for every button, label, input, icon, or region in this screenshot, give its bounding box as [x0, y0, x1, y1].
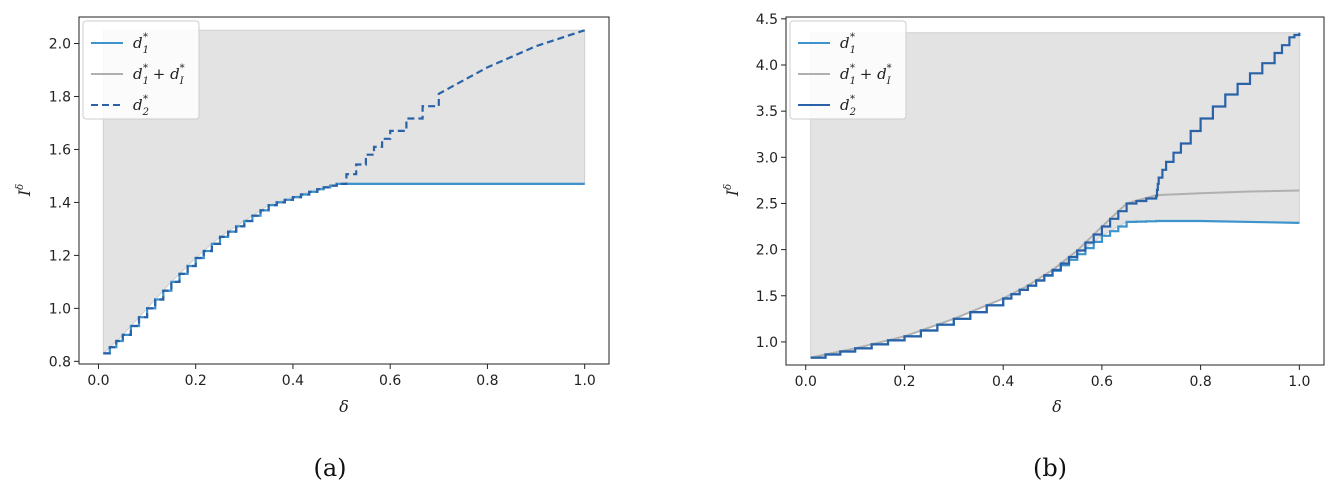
- panel-a-x-label: δ: [339, 397, 349, 416]
- panel-a-y-ticks: 0.8 1.0 1.2 1.4 1.6 1.8 2.0: [49, 36, 79, 370]
- panel-a-y-label: Iδ: [15, 184, 34, 197]
- panel-b-series-d2-: [810, 32, 1301, 359]
- panel-b-y-tick-label: 4.0: [756, 58, 778, 74]
- panel-b-caption: (b): [1033, 454, 1067, 482]
- panel-a-y-tick-label: 1.8: [49, 89, 71, 105]
- panel-b-x-tick-label: 1.0: [1288, 374, 1310, 390]
- panel-a-series-d2-: [103, 29, 586, 355]
- panel-a-x-tick-label: 0.8: [476, 373, 498, 389]
- panel-b-series: [810, 32, 1301, 359]
- panel-a-y-tick-label: 1.2: [49, 248, 71, 264]
- panel-a-legend-box: [82, 20, 200, 120]
- panel-b-y-tick-label: 1.5: [756, 289, 778, 305]
- panel-a-series: [103, 29, 586, 355]
- panel-b-y-tick-label: 3.0: [756, 150, 778, 166]
- panel-a-x-tick-label: 0.0: [87, 373, 109, 389]
- panel-a-y-tick-label: 2.0: [49, 36, 71, 52]
- panel-b-x-label: δ: [1052, 397, 1062, 416]
- panel-a-y-tick-label: 0.8: [49, 354, 71, 370]
- panel-b-legend-label: d1*: [840, 32, 856, 56]
- panel-b-y-tick-label: 2.0: [756, 243, 778, 259]
- panel-b-y-tick-label: 4.5: [756, 12, 778, 28]
- panel-b-legend-label: d1* + dI*: [840, 63, 892, 87]
- panel-b-legend-label: d2*: [840, 94, 856, 118]
- panel-a-x-tick-label: 1.0: [574, 373, 596, 389]
- panel-b-x-ticks: 0.0 0.2 0.4 0.6 0.8 1.0: [795, 365, 1310, 390]
- panel-a-x-ticks: 0.0 0.2 0.4 0.6 0.8 1.0: [87, 364, 596, 389]
- panel-a-legend-label: d2*: [133, 94, 149, 118]
- panel-b-x-tick-label: 0.4: [992, 374, 1014, 390]
- panel-b-y-label: Iδ: [723, 184, 742, 197]
- panel-b-x-tick-label: 0.8: [1189, 374, 1211, 390]
- panel-b-legend: d1* d1* + dI* d2*: [789, 20, 907, 120]
- panel-b-x-tick-label: 0.2: [893, 374, 915, 390]
- panel-b-legend-box: [789, 20, 907, 120]
- panel-a-x-tick-label: 0.6: [379, 373, 401, 389]
- panel-a-legend: d1* d1* + dI* d2*: [82, 20, 200, 120]
- panel-a-y-tick-label: 1.4: [49, 195, 71, 211]
- panel-a-legend-label: d1* + dI*: [133, 63, 185, 87]
- panel-b-x-tick-label: 0.6: [1091, 374, 1113, 390]
- panel-a: 0.0 0.2 0.4 0.6 0.8 1.0 0.8 1.0 1.2 1.4 1.6 1.8 2.0…: [15, 16, 610, 482]
- panel-b-y-tick-label: 3.5: [756, 104, 778, 120]
- panel-a-legend-label: d1*: [133, 32, 149, 56]
- panel-b-x-tick-label: 0.0: [795, 374, 817, 390]
- panel-a-x-tick-label: 0.2: [185, 373, 207, 389]
- panel-a-y-tick-label: 1.0: [49, 301, 71, 317]
- panel-b-y-tick-label: 2.5: [756, 196, 778, 212]
- panel-a-x-tick-label: 0.4: [282, 373, 304, 389]
- panel-b-series-d1-di-: [810, 189, 1300, 359]
- panel-a-caption: (a): [313, 454, 346, 482]
- panel-a-y-tick-label: 1.6: [49, 142, 71, 158]
- panel-b-y-tick-label: 1.0: [756, 335, 778, 351]
- panel-b-y-ticks: 1.0 1.5 2.0 2.5 3.0 3.5 4.0 4.5: [756, 12, 786, 351]
- panel-b: 0.0 0.2 0.4 0.6 0.8 1.0 1.0 1.5 2.0 2.5 3.0 3.5 4.0…: [723, 12, 1325, 482]
